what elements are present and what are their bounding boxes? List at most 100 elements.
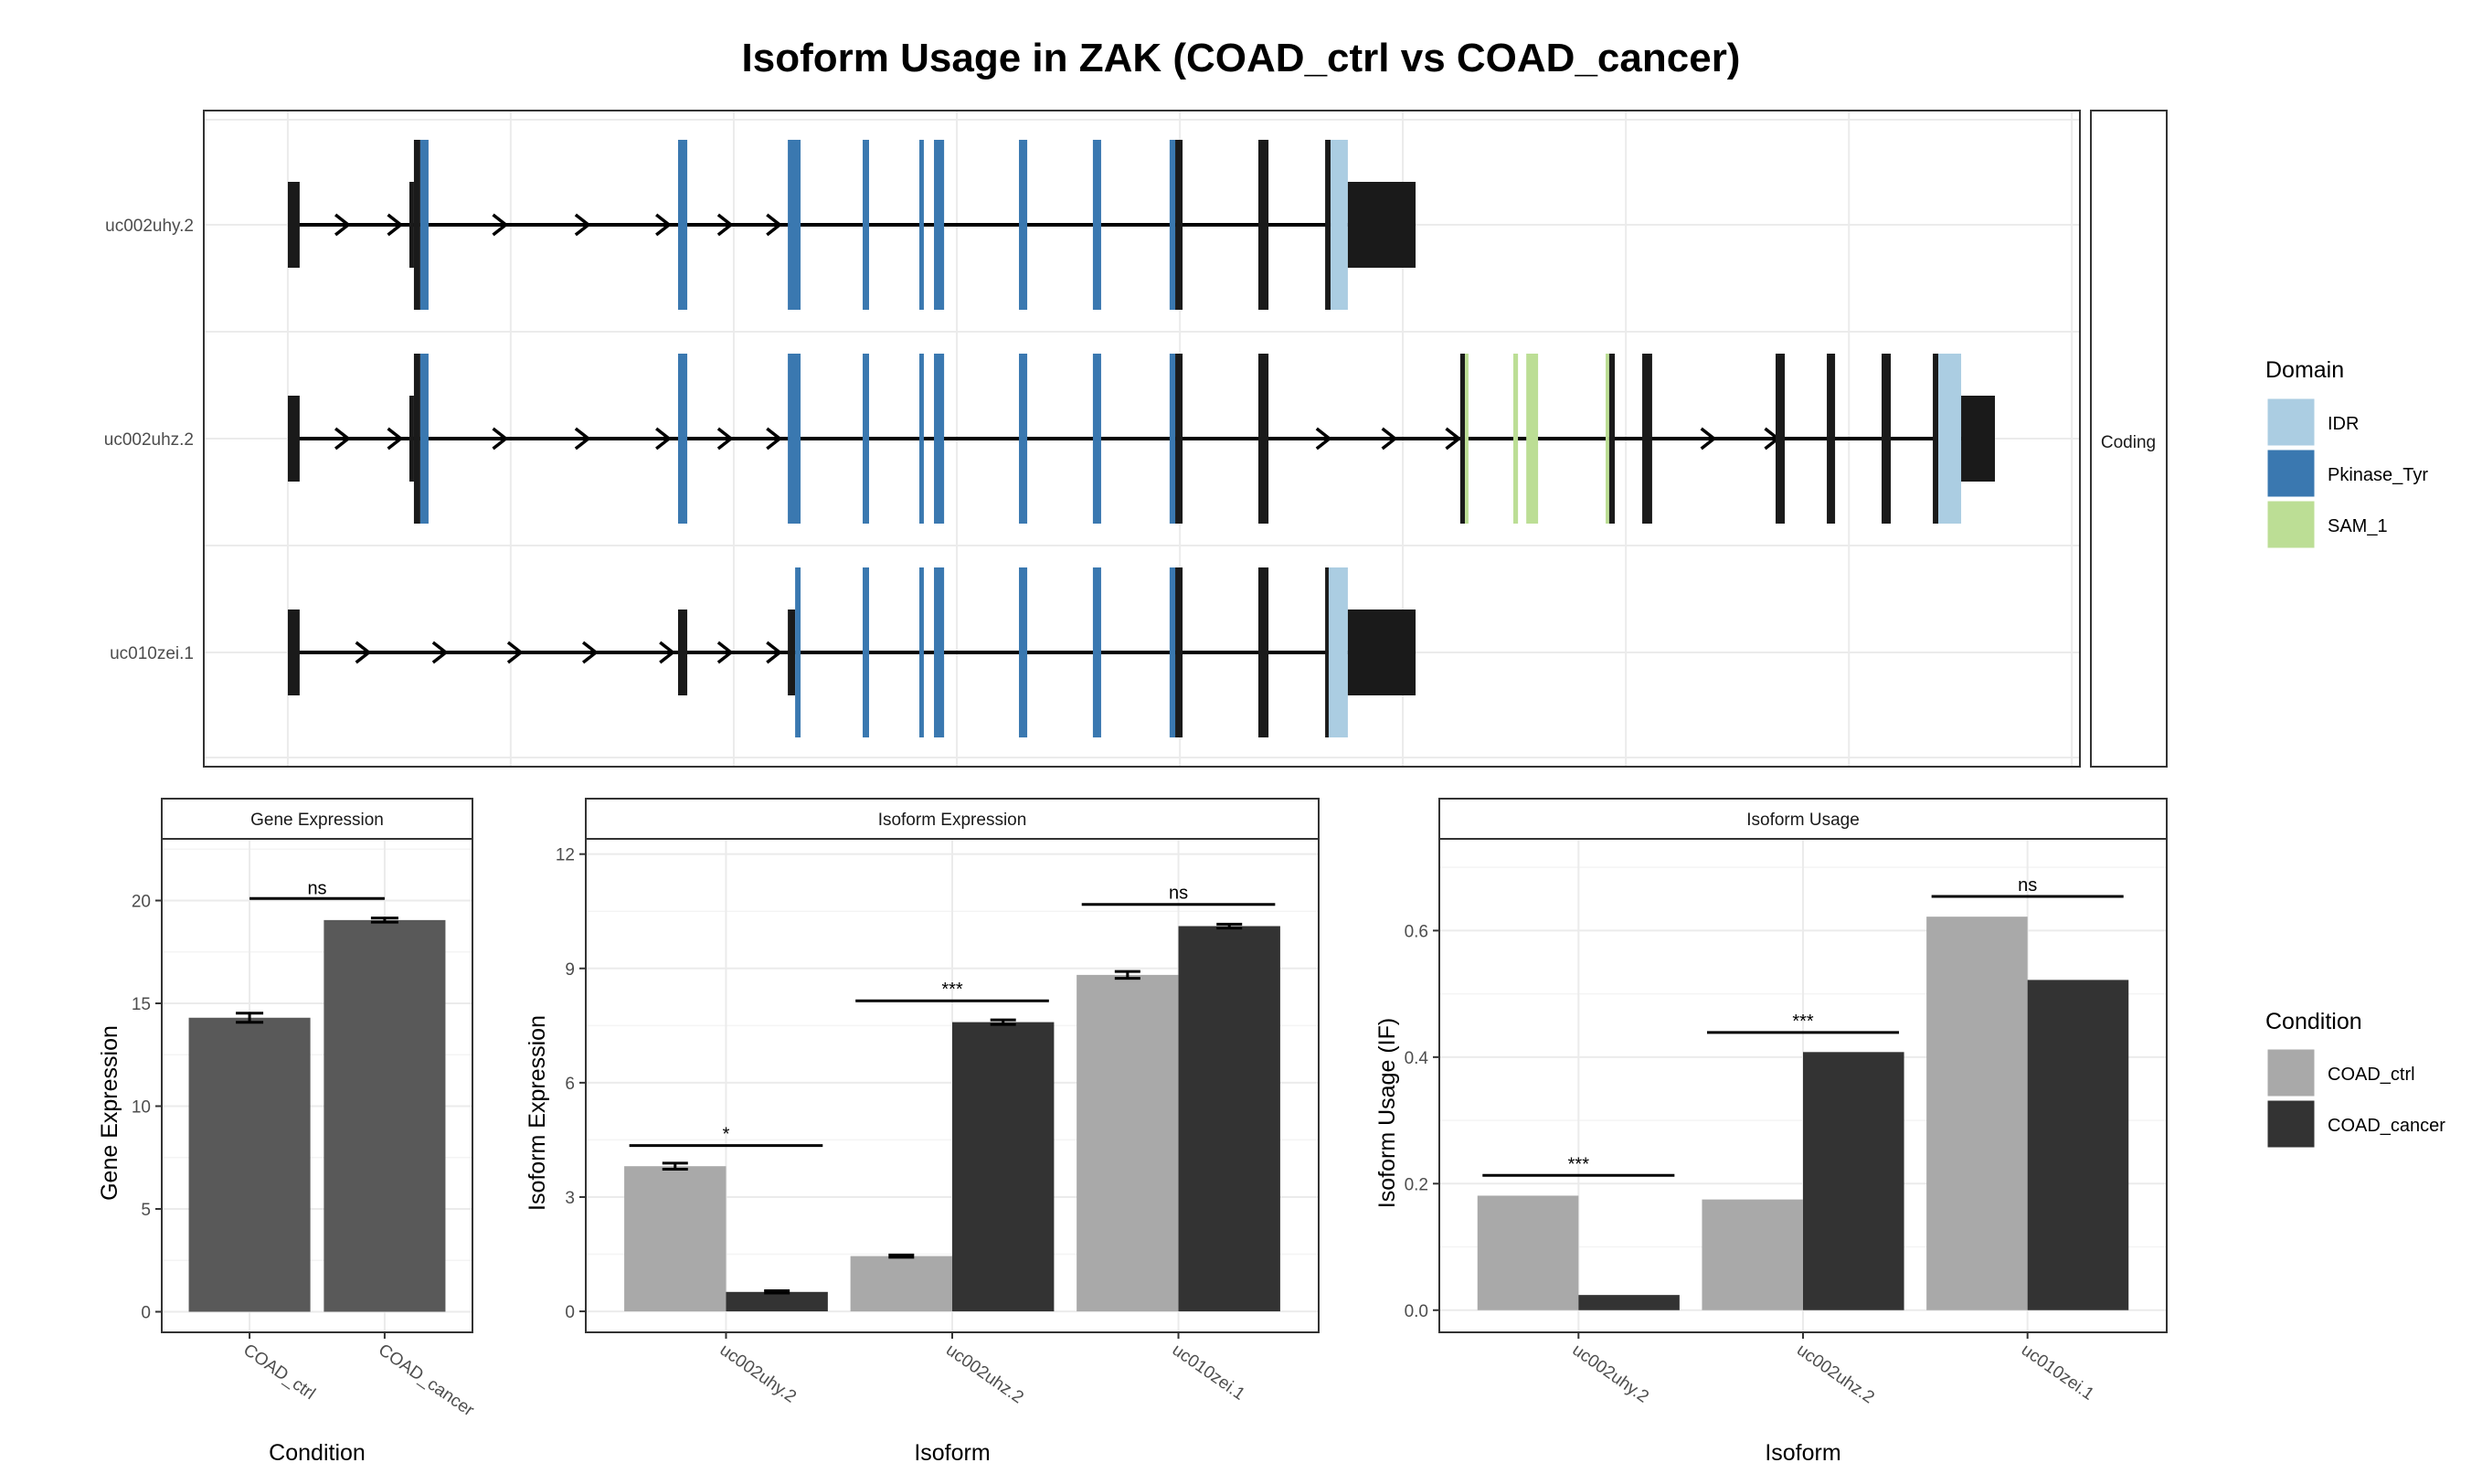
- intron-direction-arrow: [431, 641, 449, 664]
- panel-frame: [585, 838, 1320, 1333]
- panel-strip: [161, 798, 473, 840]
- domain-exon-pkinase-tyr: [795, 567, 801, 737]
- bar-coad-ctrl: [850, 1256, 952, 1312]
- utr-exon: [287, 610, 300, 695]
- y-tick-label: 6: [565, 1075, 575, 1094]
- coding-exon: [1325, 567, 1329, 737]
- significance-label: ***: [941, 980, 963, 1000]
- y-axis-title: Isoform Expression: [525, 1015, 550, 1211]
- domain-legend: Domain IDR Pkinase_Tyr SAM_1: [2265, 357, 2428, 549]
- coding-exon: [1776, 354, 1786, 524]
- legend-label: Pkinase_Tyr: [2328, 465, 2428, 485]
- significance-label: ns: [2018, 875, 2037, 896]
- panel-strip: [585, 798, 1320, 840]
- domain-exon-pkinase-tyr: [1019, 140, 1028, 310]
- coding-exon: [1459, 354, 1466, 524]
- transcript-uc002uhz.2: [287, 354, 1995, 524]
- bar-coad-cancer: [726, 1291, 828, 1312]
- significance-label: ***: [1792, 1012, 1814, 1032]
- utr-exon: [287, 396, 300, 482]
- transcript-uc010zei.1: [287, 567, 1416, 737]
- intron-direction-arrow: [716, 213, 734, 237]
- error-bar: [990, 1018, 1016, 1026]
- panel-strip-title: Isoform Expression: [878, 811, 1027, 830]
- x-tick-label: uc002uhy.2: [716, 1341, 800, 1407]
- y-tick-label: 0: [565, 1303, 575, 1322]
- domain-exon-pkinase-tyr: [419, 354, 429, 524]
- domain-exon-pkinase-tyr: [788, 354, 801, 524]
- bar-coad-cancer: [952, 1022, 1055, 1312]
- intron-direction-arrow: [334, 213, 351, 237]
- intron-direction-arrow: [716, 641, 734, 664]
- transcript-labels: uc002uhy.2 uc002uhz.2 uc010zei.1: [104, 217, 194, 663]
- bar-coad-cancer: [1578, 1295, 1680, 1310]
- y-axis-title: Isoform Usage (IF): [1374, 1018, 1400, 1208]
- isoform-usage-panel: Isoform Usage 0.0 0.2 0.4 0.6 uc002uhy.2 uc002…: [1374, 798, 2168, 1466]
- legend-label: COAD_cancer: [2328, 1116, 2445, 1136]
- domain-exon-pkinase-tyr: [677, 354, 688, 524]
- structure-transcripts: [287, 140, 1995, 737]
- intron-direction-arrow: [766, 427, 783, 450]
- bar-coad-ctrl: [188, 1017, 311, 1312]
- y-tick-label: 0.0: [1405, 1302, 1428, 1321]
- coding-exon: [1175, 354, 1183, 524]
- intron-direction-arrow: [334, 427, 351, 450]
- bar-coad-ctrl: [1926, 917, 2028, 1310]
- condition-legend-title: Condition: [2265, 1009, 2362, 1034]
- intron-direction-arrow: [574, 213, 591, 237]
- x-tick-label: uc002uhz.2: [1793, 1341, 1878, 1408]
- utr-exon: [287, 182, 300, 268]
- y-tick-label: 20: [132, 893, 151, 912]
- domain-exon-pkinase-tyr: [1169, 354, 1176, 524]
- domain-exon-pkinase-tyr: [919, 354, 924, 524]
- isoform-expression-panel: Isoform Expression 0 3 6 9 12 uc002uhy.2 uc002u…: [525, 798, 1320, 1466]
- bar-coad-cancer: [324, 919, 446, 1312]
- coding-exon: [1175, 567, 1183, 737]
- domain-exon-pkinase-tyr: [863, 354, 869, 524]
- intron-direction-arrow: [506, 641, 524, 664]
- coding-exon: [1608, 354, 1616, 524]
- significance-label: ns: [307, 878, 326, 898]
- x-tick-label: uc002uhy.2: [1568, 1341, 1651, 1407]
- x-tick-label: uc002uhz.2: [942, 1341, 1027, 1408]
- error-bar: [370, 917, 398, 924]
- transcript-structure-panel: Coding uc002uhy.2 uc002uhz.2 uc010zei.1: [104, 110, 2168, 768]
- structure-facet-strip: [2090, 110, 2168, 768]
- intron-direction-arrow: [1700, 427, 1717, 450]
- domain-exon-pkinase-tyr: [677, 140, 688, 310]
- intron-direction-arrow: [1381, 427, 1398, 450]
- error-bar: [1216, 922, 1243, 930]
- error-bar: [236, 1012, 264, 1024]
- legend-swatch-pkinase-tyr: [2266, 449, 2316, 498]
- significance-label: ***: [1568, 1154, 1590, 1174]
- domain-exon-pkinase-tyr: [934, 354, 945, 524]
- coding-exon: [413, 140, 420, 310]
- error-bar: [662, 1161, 688, 1171]
- domain-exon-pkinase-tyr: [419, 140, 429, 310]
- x-tick-label: COAD_ctrl: [239, 1341, 318, 1404]
- domain-exon-pkinase-tyr: [1019, 354, 1028, 524]
- domain-legend-title: Domain: [2265, 357, 2344, 383]
- utr-exon: [409, 396, 414, 482]
- domain-exon-sam-1: [1465, 354, 1469, 524]
- bar-coad-ctrl: [1477, 1195, 1579, 1310]
- structure-frame: [203, 110, 2081, 768]
- intron-direction-arrow: [655, 427, 672, 450]
- legend-label: IDR: [2328, 414, 2359, 434]
- utr-exon: [1347, 610, 1416, 695]
- error-bar: [764, 1289, 790, 1295]
- significance-label: ns: [1169, 884, 1188, 904]
- utr-exon: [788, 610, 796, 695]
- domain-exon-pkinase-tyr: [1092, 140, 1101, 310]
- coding-exon: [1933, 354, 1938, 524]
- domain-exon-pkinase-tyr: [934, 567, 945, 737]
- x-axis-title: Isoform: [914, 1440, 990, 1466]
- structure-facet-label: Coding: [2101, 433, 2156, 452]
- intron-direction-arrow: [581, 641, 599, 664]
- intron-direction-arrow: [1315, 427, 1332, 450]
- panel-strip-title: Isoform Usage: [1746, 811, 1860, 830]
- intron-direction-arrow: [766, 213, 783, 237]
- intron-direction-arrow: [355, 641, 372, 664]
- y-tick-label: 9: [565, 960, 575, 980]
